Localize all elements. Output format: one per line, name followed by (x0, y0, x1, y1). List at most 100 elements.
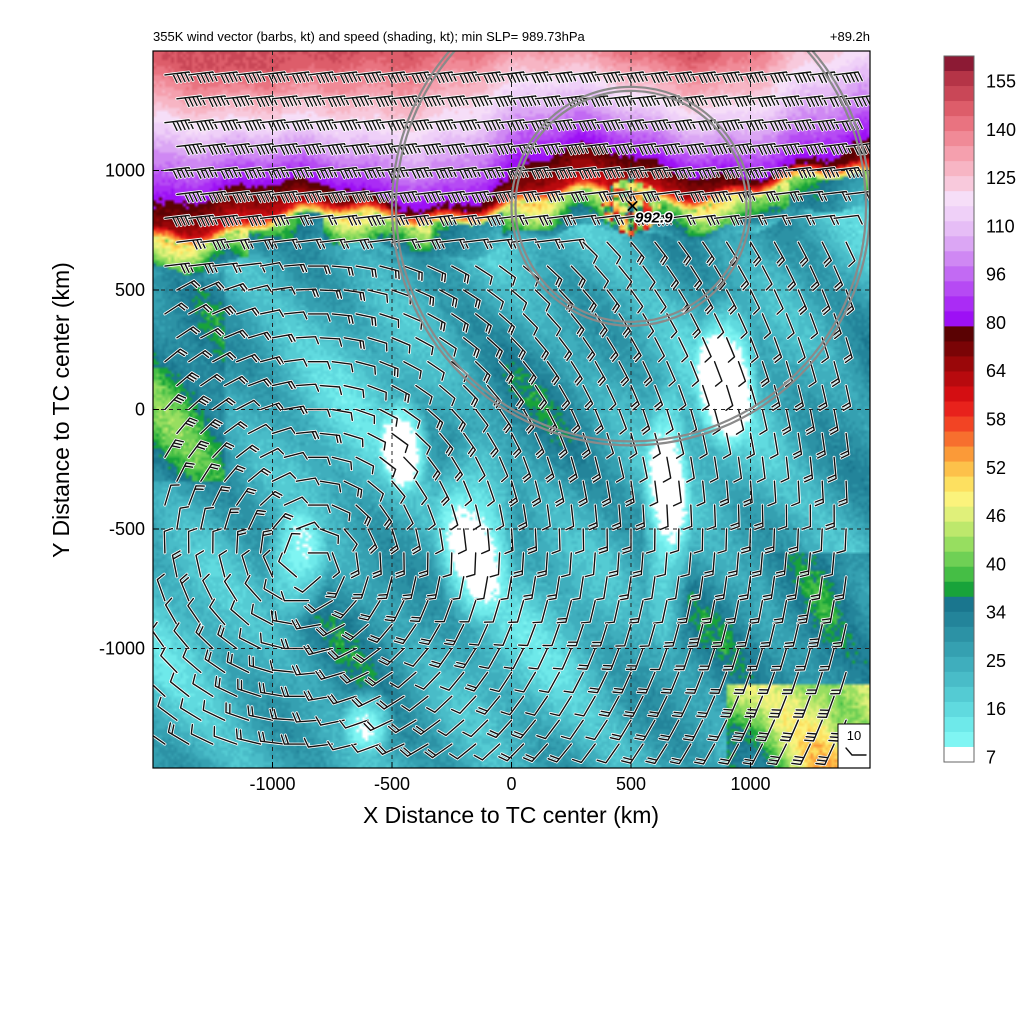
wind-barb-icon (725, 143, 756, 155)
wind-barb-icon (241, 549, 250, 578)
wind-barb-icon (749, 289, 761, 315)
wind-barb-icon (525, 695, 549, 716)
wind-barb-icon (415, 190, 445, 203)
wind-barb-icon (367, 337, 388, 352)
wind-barb-icon (319, 480, 342, 493)
wind-barb-icon (486, 480, 495, 507)
wind-barb-icon (725, 190, 756, 203)
colorbar-swatch (944, 281, 974, 297)
wind-barb-icon (331, 166, 362, 179)
wind-barb-icon (307, 166, 338, 179)
colorbar-swatch (944, 236, 974, 252)
wind-barb-icon (331, 214, 362, 226)
wind-barb-icon (343, 337, 365, 350)
wind-barb-icon (259, 356, 285, 365)
wind-barb-icon (449, 743, 477, 760)
wind-barb-icon (678, 241, 692, 266)
wind-barb-icon (475, 71, 505, 84)
wind-barb-icon (475, 361, 491, 384)
wind-barb-icon (532, 600, 549, 624)
wind-barb-icon (792, 432, 803, 459)
wind-barb-icon (439, 143, 469, 155)
colorbar-label: 16 (986, 699, 1006, 719)
wind-barb-icon (176, 238, 206, 250)
wind-barb-icon (444, 623, 465, 646)
wind-barb-icon (674, 647, 692, 671)
wind-barb-icon (528, 647, 549, 670)
x-tick-label: 500 (616, 774, 646, 794)
wind-barb-icon (451, 456, 463, 482)
wind-barb-icon (483, 600, 501, 623)
wind-barb-icon (690, 71, 720, 84)
wind-barb-icon (606, 384, 617, 411)
colorbar-swatch (944, 521, 974, 538)
wind-barb-icon (498, 576, 513, 601)
wind-barb-icon (647, 695, 668, 718)
wind-barb-icon (192, 673, 214, 697)
wind-barb-icon (807, 623, 823, 648)
wind-barb-icon (259, 166, 290, 179)
wind-barb-icon (654, 241, 668, 266)
wind-barb-icon (498, 743, 525, 762)
wind-barb-icon (212, 351, 237, 363)
wind-barb-icon (518, 504, 528, 531)
wind-barb-icon (283, 496, 308, 506)
wind-barb-icon (195, 623, 214, 650)
wind-barb-icon (295, 336, 320, 345)
wind-barb-icon (666, 361, 676, 387)
wind-barb-icon (720, 695, 740, 718)
wind-barb-icon (565, 504, 575, 531)
wind-barb-icon (164, 394, 187, 411)
wind-barb-icon (195, 550, 205, 578)
wind-barb-icon (585, 719, 608, 741)
wind-barb-icon (764, 528, 776, 554)
wind-barb-icon (815, 743, 835, 766)
wind-barb-icon (262, 549, 274, 578)
wind-barb-icon (164, 484, 180, 506)
wind-barb-icon (414, 671, 441, 690)
wind-barb-icon (451, 214, 481, 226)
wind-barb-icon (259, 262, 284, 271)
wind-barb-icon (618, 119, 648, 131)
wind-barb-icon (833, 214, 863, 225)
wind-barb-icon (527, 528, 538, 554)
wind-barb-icon (223, 573, 238, 602)
colorbar-swatch (944, 356, 974, 373)
wind-barb-icon (781, 671, 799, 695)
wind-barb-icon (612, 671, 632, 694)
wind-barb-icon (594, 166, 624, 179)
wind-barb-icon (343, 480, 363, 498)
wind-barb-icon (797, 289, 808, 315)
wind-barb-icon (737, 265, 750, 291)
wind-barb-icon (707, 719, 728, 742)
wind-barb-icon (236, 307, 261, 316)
wind-barb-icon (190, 723, 214, 745)
wind-barb-icon (630, 190, 660, 203)
wind-barb-icon (832, 313, 842, 340)
wind-barb-icon (591, 456, 601, 483)
wind-barb-icon (749, 95, 780, 108)
wind-barb-icon (200, 95, 230, 108)
wind-barb-icon (598, 528, 608, 554)
colorbar-swatch (944, 671, 974, 688)
wind-barb-icon (351, 743, 381, 753)
colorbar-swatch (944, 131, 974, 147)
wind-barb-icon (829, 408, 839, 435)
wind-barb-icon (429, 647, 453, 668)
wind-barb-icon (358, 600, 381, 621)
wind-barb-icon (751, 552, 764, 578)
wind-barb-icon (307, 71, 338, 84)
wind-barb-icon (399, 743, 429, 757)
wind-barb-icon (782, 408, 792, 435)
wind-barb-icon (271, 513, 294, 530)
colorbar-swatch (944, 251, 974, 267)
range-ring-inner (394, 51, 868, 443)
wind-barb-icon (271, 190, 302, 203)
wind-barb-icon (164, 119, 194, 131)
wind-barb-icon (379, 313, 400, 329)
wind-barb-icon (200, 143, 230, 155)
wind-barb-icon (817, 695, 835, 718)
wind-barb-icon (538, 671, 560, 693)
wind-barb-icon (315, 623, 345, 637)
wind-barb-icon (280, 734, 310, 745)
